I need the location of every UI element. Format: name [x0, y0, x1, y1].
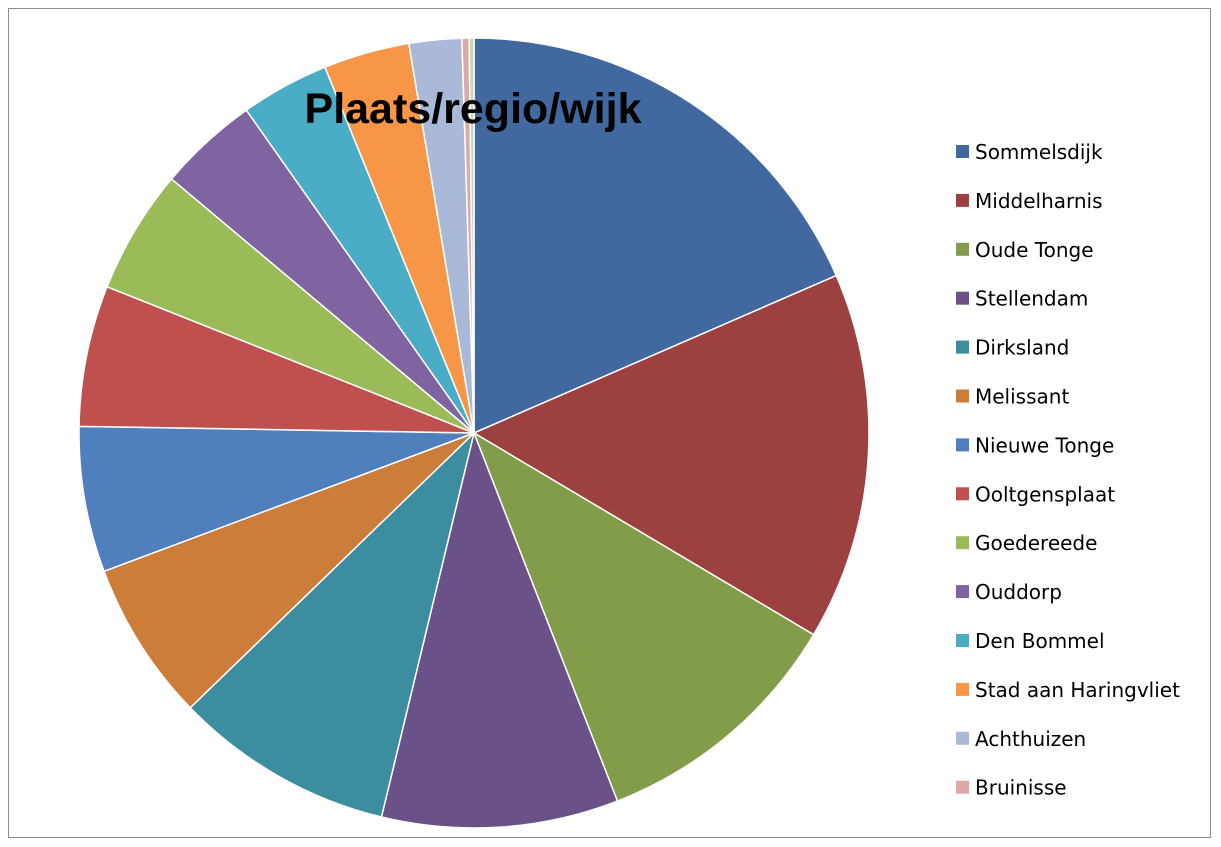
- chart-title: Plaats/regio/wijk: [305, 85, 642, 133]
- legend-swatch-den-bommel: [956, 634, 969, 647]
- legend-swatch-nieuwe-tonge: [956, 438, 969, 452]
- legend-label-bruinisse: Bruinisse: [975, 776, 1067, 800]
- legend-swatch-melissant: [956, 389, 969, 403]
- legend-label-stad-aan-haringvliet: Stad aan Haringvliet: [975, 678, 1180, 702]
- legend-swatch-sommelsdijk: [956, 145, 969, 158]
- legend-label-den-bommel: Den Bommel: [975, 629, 1105, 653]
- legend-label-middelharnis: Middelharnis: [975, 189, 1103, 213]
- legend-label-dirksland: Dirksland: [975, 336, 1069, 360]
- legend-swatch-oude-tonge: [956, 242, 969, 256]
- legend-label-ooltgensplaat: Ooltgensplaat: [975, 482, 1115, 506]
- legend-label-stellendam: Stellendam: [975, 287, 1088, 311]
- pie-slice-stellendam: [380, 432, 619, 829]
- legend-swatch-stad-aan-haringvliet: [956, 682, 969, 696]
- pie-slice-sommelsdijk: [473, 37, 838, 434]
- legend-swatch-ouddorp: [956, 585, 969, 599]
- legend-swatch-stellendam: [956, 291, 969, 305]
- legend-swatch-achthuizen: [956, 731, 969, 745]
- legend-label-melissant: Melissant: [975, 385, 1069, 409]
- pie-slice-oude-tonge: [473, 432, 815, 802]
- legend-label-ouddorp: Ouddorp: [975, 580, 1062, 604]
- legend-swatch-dirksland: [956, 340, 969, 354]
- pie-slice-melissant: [103, 432, 475, 709]
- pie-slices: [78, 37, 870, 829]
- legend-label-nieuwe-tonge: Nieuwe Tonge: [975, 433, 1114, 457]
- legend-swatch-ooltgensplaat: [956, 487, 969, 501]
- pie-slice-ooltgensplaat: [78, 286, 475, 434]
- legend-swatch-goedereede: [956, 536, 969, 550]
- pie-slice-unlabeled-14: [468, 37, 475, 434]
- pie-slice-nieuwe-tonge: [78, 425, 475, 573]
- pie-slice-middelharnis: [473, 274, 870, 636]
- pie-slice-dirksland: [189, 432, 475, 818]
- legend-label-achthuizen: Achthuizen: [975, 727, 1086, 751]
- legend: Sommelsdijk Middelharnis Oude Tonge Stellen…: [956, 140, 1180, 800]
- legend-swatch-middelharnis: [956, 193, 969, 207]
- legend-swatch-bruinisse: [956, 780, 969, 794]
- legend-label-sommelsdijk: Sommelsdijk: [975, 140, 1103, 164]
- legend-label-goedereede: Goedereede: [975, 531, 1097, 555]
- legend-label-oude-tonge: Oude Tonge: [975, 238, 1094, 262]
